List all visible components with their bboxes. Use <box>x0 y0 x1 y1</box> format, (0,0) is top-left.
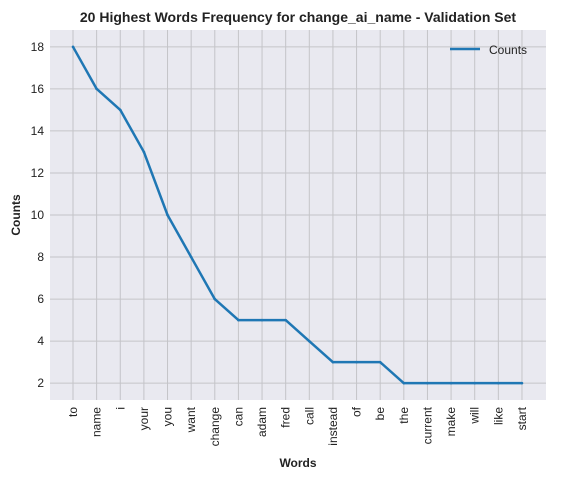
chart-title: 20 Highest Words Frequency for change_ai… <box>80 9 517 25</box>
x-tick-label: to <box>66 407 80 417</box>
x-axis-ticks: to name i your you want change can adam fred call i… <box>66 406 529 446</box>
x-tick-label: start <box>515 406 529 430</box>
x-tick-label: can <box>231 407 245 426</box>
data-point <box>189 255 193 259</box>
x-tick-label: will <box>468 407 482 425</box>
legend: Counts <box>450 43 527 57</box>
x-tick-label: i <box>113 407 127 410</box>
data-point <box>449 381 453 385</box>
x-tick-label: name <box>90 407 104 437</box>
y-tick-label: 6 <box>37 292 44 306</box>
data-point <box>95 87 98 91</box>
data-point <box>355 360 358 364</box>
data-point <box>237 318 240 322</box>
x-tick-label: instead <box>326 407 340 446</box>
y-tick-label: 12 <box>31 166 45 180</box>
x-tick-label: like <box>491 407 505 425</box>
y-tick-label: 18 <box>31 40 45 54</box>
data-point <box>118 108 122 112</box>
x-tick-label: current <box>420 406 434 444</box>
data-point <box>308 339 311 343</box>
data-point <box>426 381 429 385</box>
y-tick-label: 14 <box>31 124 45 138</box>
x-tick-label: make <box>444 407 458 437</box>
data-point <box>331 360 335 364</box>
x-axis-label: Words <box>279 456 316 470</box>
grid-lines <box>50 30 546 400</box>
y-tick-label: 2 <box>37 376 44 390</box>
x-tick-label: be <box>373 407 387 421</box>
y-tick-label: 16 <box>31 82 45 96</box>
data-point <box>378 360 382 364</box>
data-point <box>142 150 146 154</box>
data-point <box>260 318 264 322</box>
data-point <box>497 381 500 385</box>
series-layer <box>71 45 524 385</box>
x-tick-label: your <box>137 407 151 430</box>
x-tick-label: change <box>208 407 222 447</box>
x-tick-label: fred <box>279 407 293 428</box>
x-tick-label: of <box>350 406 364 417</box>
x-tick-label: the <box>397 407 411 424</box>
x-tick-label: want <box>184 406 198 433</box>
x-tick-label: call <box>302 407 316 425</box>
y-tick-label: 8 <box>37 250 44 264</box>
x-tick-label: adam <box>255 407 269 437</box>
y-tick-label: 10 <box>31 208 45 222</box>
data-point <box>284 318 287 322</box>
data-point <box>71 45 75 49</box>
y-axis-label: Counts <box>9 194 23 236</box>
data-point <box>213 297 217 301</box>
y-axis-ticks: 2 4 6 8 10 12 14 16 18 <box>31 40 45 390</box>
legend-label-counts: Counts <box>489 43 527 57</box>
data-point <box>402 381 406 385</box>
data-point <box>473 381 477 385</box>
x-tick-label: you <box>161 407 175 426</box>
data-point <box>166 213 169 217</box>
series-line-counts <box>71 46 522 385</box>
y-tick-label: 4 <box>37 334 44 348</box>
data-point <box>520 381 524 385</box>
